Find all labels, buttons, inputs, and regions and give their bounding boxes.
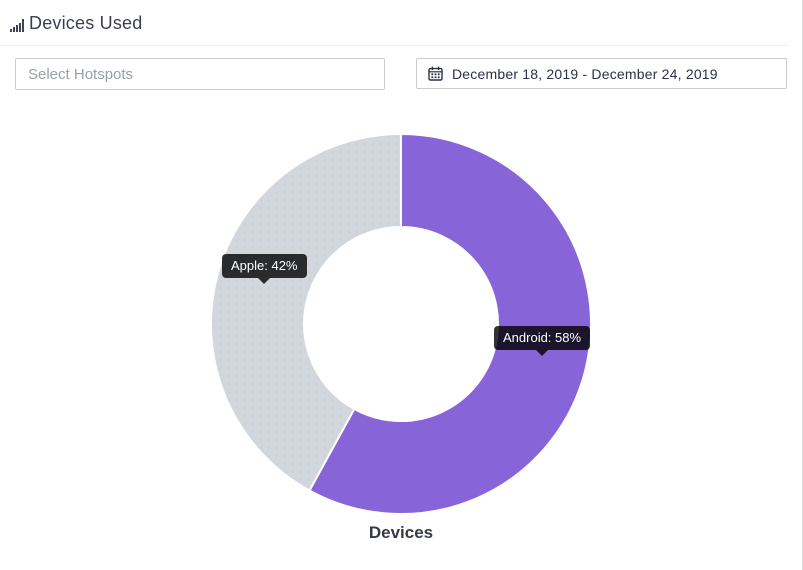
tooltip-android: Android: 58%	[494, 326, 591, 350]
page-title: Devices Used	[29, 13, 143, 33]
donut-slice-apple[interactable]	[210, 133, 402, 492]
date-range-value: December 18, 2019 - December 24, 2019	[452, 65, 718, 82]
chart-axis-title: Devices	[368, 523, 434, 542]
donut-slices	[210, 133, 592, 515]
card-header: Devices Used	[0, 0, 789, 46]
donut-slice-android[interactable]	[308, 133, 592, 515]
calendar-icon	[428, 66, 443, 81]
donut-chart	[210, 133, 592, 515]
tooltip-apple: Apple: 42%	[222, 254, 307, 278]
select-hotspots-input[interactable]	[15, 58, 385, 90]
controls-row: December 18, 2019 - December 24, 2019	[0, 58, 802, 90]
bar-chart-icon	[10, 18, 24, 32]
date-range-picker[interactable]: December 18, 2019 - December 24, 2019	[416, 58, 787, 89]
